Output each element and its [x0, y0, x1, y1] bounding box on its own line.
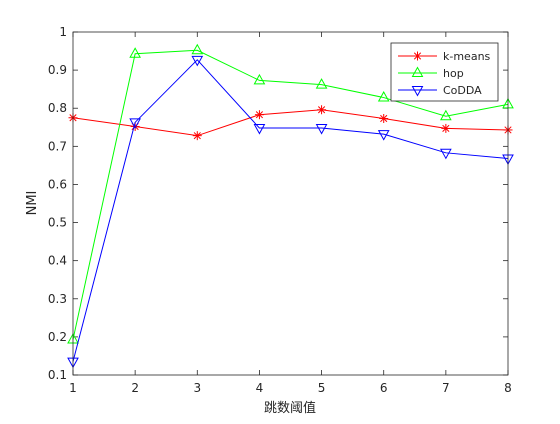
y-tick-label: 0.4	[48, 254, 67, 268]
data-point	[440, 148, 452, 160]
legend-marker	[413, 51, 422, 61]
series-line	[72, 109, 509, 137]
marker-shape	[440, 109, 452, 121]
legend-label: CoDDA	[443, 84, 482, 97]
legend-item: hop	[398, 66, 464, 80]
y-tick-label: 0.9	[48, 63, 67, 77]
x-tick-label: 2	[131, 381, 139, 395]
marker-stroke	[413, 52, 422, 60]
x-tick-label: 6	[380, 381, 388, 395]
data-point	[315, 124, 328, 135]
marker-shape	[191, 55, 204, 67]
data-point	[254, 110, 264, 120]
marker-stroke	[442, 124, 450, 133]
y-tick-label: 0.2	[48, 330, 67, 344]
x-axis-label: 跳数阈值	[264, 400, 316, 416]
data-point	[379, 114, 389, 124]
y-tick-label: 0.7	[48, 139, 67, 153]
data-point	[317, 105, 327, 115]
data-point	[441, 123, 451, 133]
x-tick-label: 3	[193, 381, 201, 395]
x-tick-label: 1	[69, 381, 77, 395]
data-point	[191, 55, 204, 67]
marker-shape	[411, 66, 424, 77]
legend-item: CoDDA	[398, 84, 482, 97]
legend-marker	[411, 86, 424, 97]
y-tick-label: 0.1	[48, 368, 67, 382]
data-point	[253, 124, 266, 135]
x-tick-label: 4	[256, 381, 264, 395]
marker-shape	[129, 47, 141, 58]
y-tick-label: 0.6	[48, 177, 67, 191]
series-line	[72, 59, 509, 362]
legend: k-means hop CoDDA	[390, 42, 499, 102]
plot-frame	[72, 31, 509, 376]
marker-shape	[253, 124, 266, 135]
data-point	[440, 109, 452, 121]
y-tick-label: 0.5	[48, 216, 67, 230]
data-point	[315, 78, 328, 89]
data-point	[129, 118, 141, 129]
legend-label: k-means	[443, 50, 491, 63]
marker-shape	[377, 130, 390, 141]
marker-shape	[253, 73, 266, 85]
legend-item: k-means	[398, 50, 491, 63]
series-group	[67, 43, 514, 369]
data-point	[192, 131, 202, 141]
marker-shape	[315, 78, 328, 89]
data-point	[377, 130, 390, 141]
x-tick-label: 5	[318, 381, 326, 395]
x-tick-label: 8	[504, 381, 512, 395]
marker-stroke	[255, 111, 264, 119]
marker-stroke	[317, 106, 326, 114]
marker-shape	[440, 148, 452, 160]
data-point	[377, 91, 390, 102]
marker-stroke	[380, 114, 388, 123]
marker-stroke	[193, 132, 201, 140]
data-point	[191, 43, 204, 55]
marker-shape	[377, 91, 390, 102]
series-hop	[67, 43, 514, 344]
marker-shape	[129, 118, 141, 129]
marker-shape	[315, 124, 328, 135]
data-point	[129, 47, 141, 58]
y-axis-label: NMI	[25, 191, 40, 216]
series-line	[72, 49, 509, 340]
marker-shape	[411, 86, 424, 97]
legend-label: hop	[443, 67, 464, 80]
y-tick-label: 0.8	[48, 101, 67, 115]
legend-box	[390, 42, 499, 102]
x-tick-label: 7	[442, 381, 450, 395]
y-tick-label: 0.3	[48, 292, 67, 306]
data-point	[253, 73, 266, 85]
marker-shape	[191, 43, 204, 55]
y-tick-label: 1	[59, 25, 67, 39]
legend-marker	[411, 66, 424, 77]
